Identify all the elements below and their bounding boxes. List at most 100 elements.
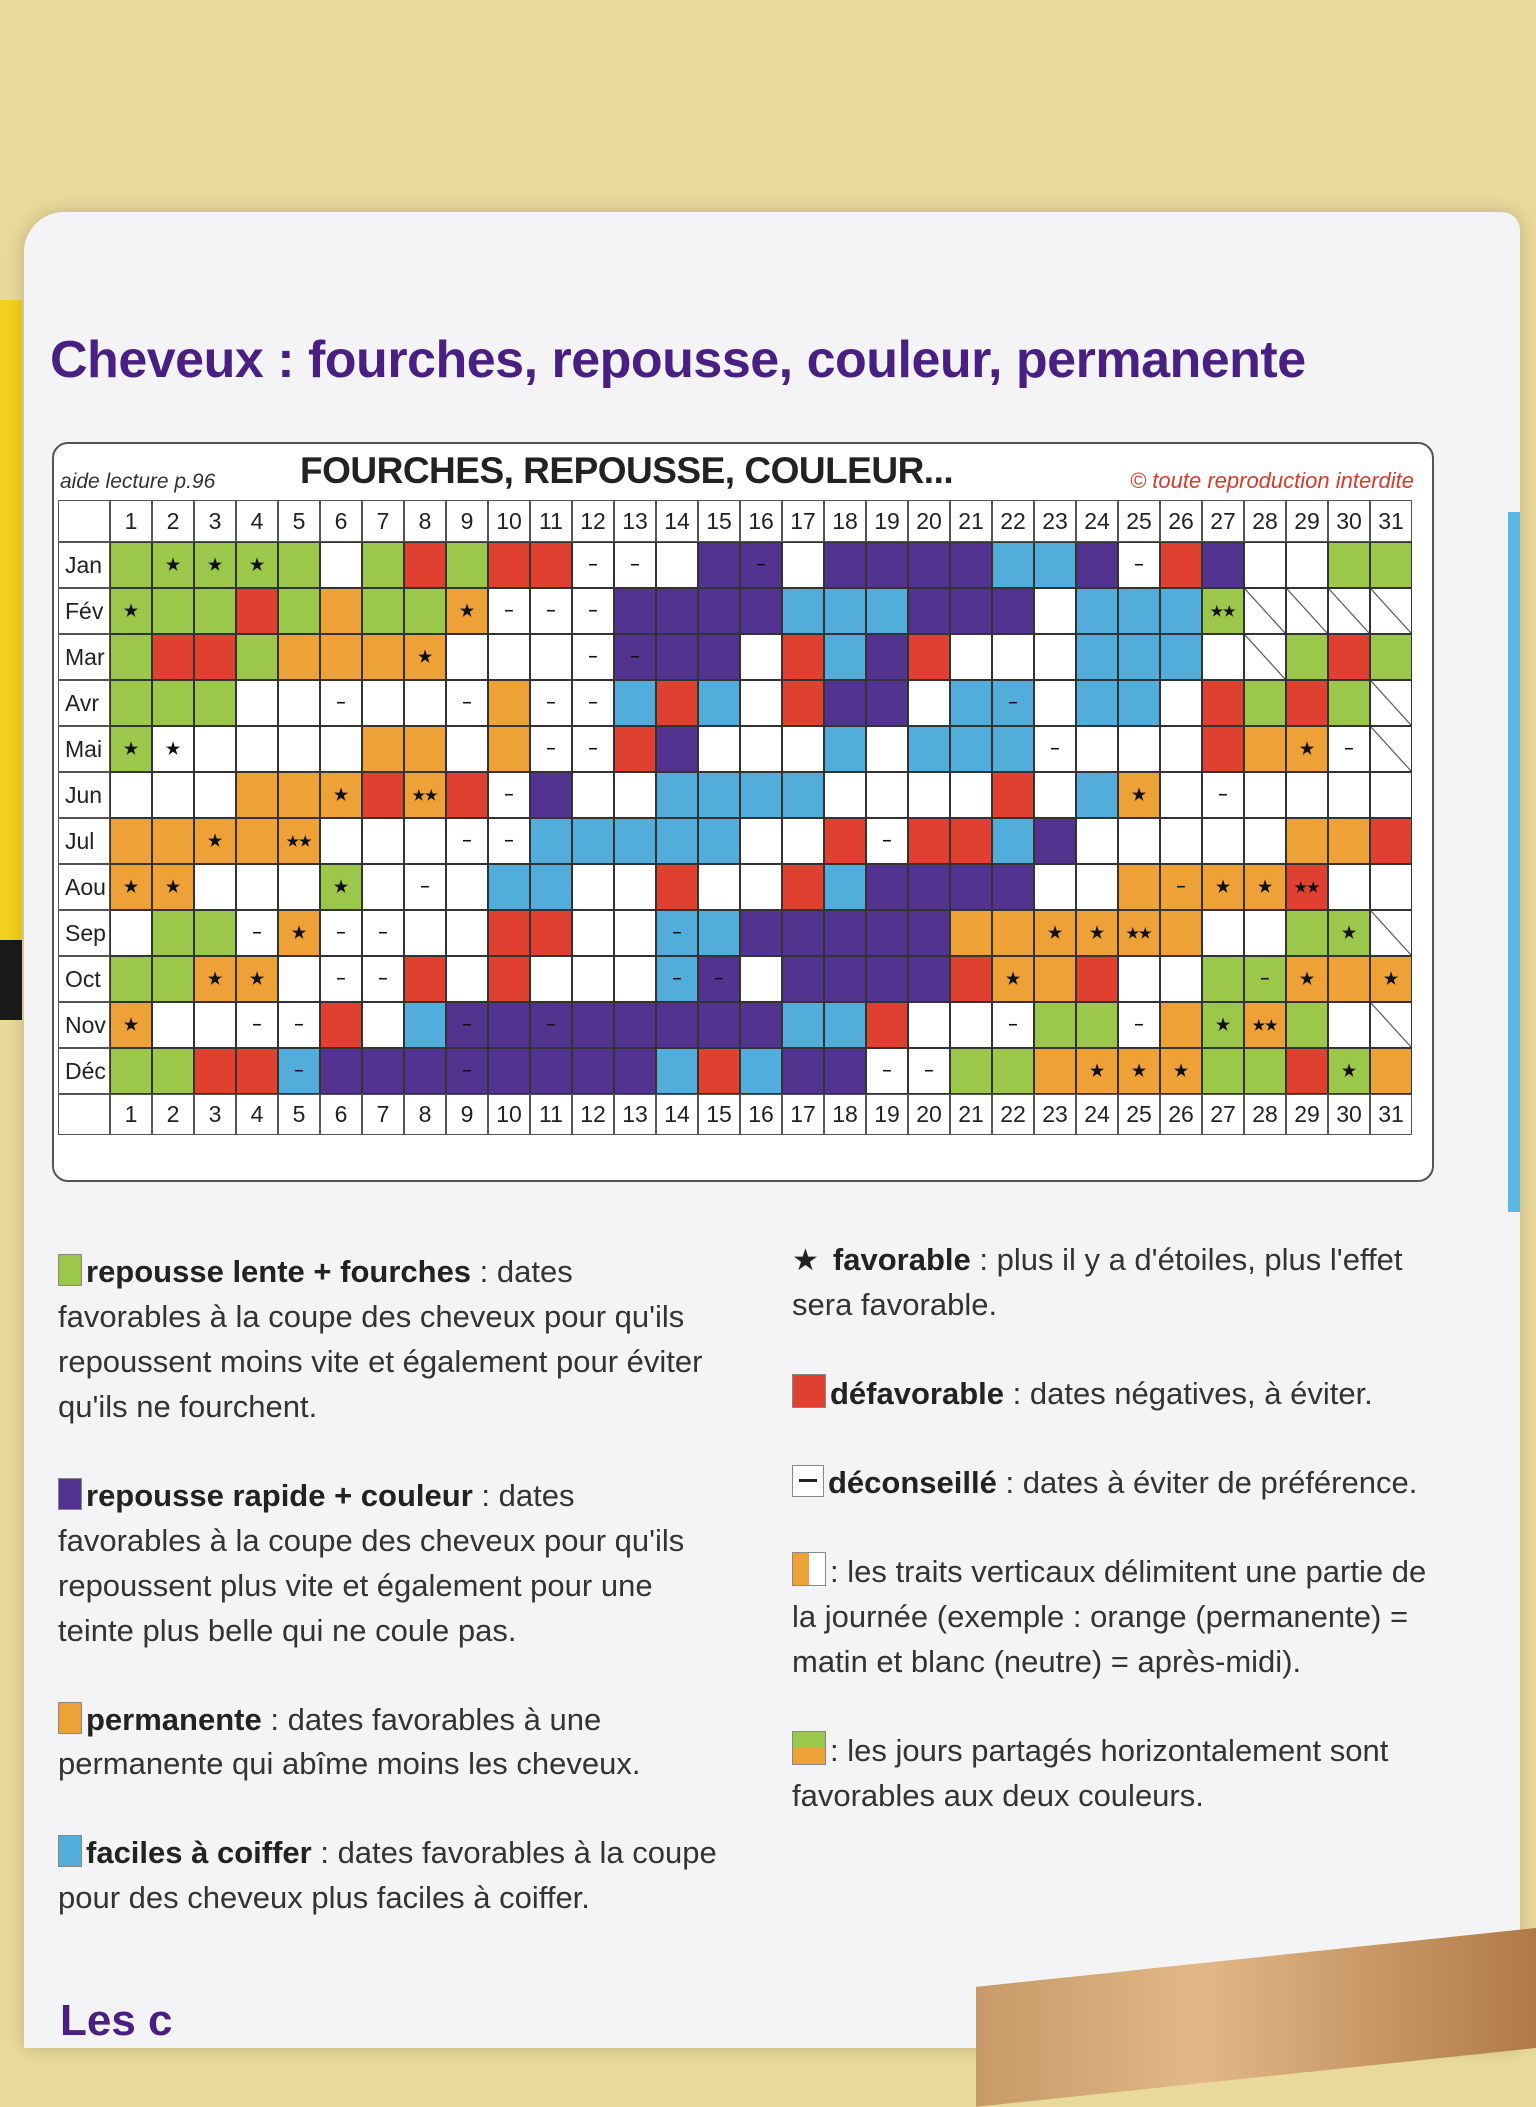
day-cell <box>1370 726 1412 772</box>
star-mark: ★★ <box>412 787 438 803</box>
dash-mark: – <box>1344 740 1354 757</box>
day-cell <box>656 634 698 680</box>
legend-title: favorable <box>832 1242 971 1277</box>
day-header-bottom: 11 <box>530 1094 572 1135</box>
day-cell <box>782 956 824 1002</box>
day-cell <box>278 588 320 634</box>
day-cell <box>236 864 278 910</box>
day-cell: ★ <box>1076 1048 1118 1094</box>
star-mark: ★ <box>165 879 181 896</box>
day-cell <box>194 910 236 956</box>
day-cell <box>152 1048 194 1094</box>
day-cell <box>1118 956 1160 1002</box>
footer-heading: Les c <box>60 1996 173 2045</box>
day-cell <box>194 1048 236 1094</box>
day-header-bottom: 2 <box>152 1094 194 1135</box>
day-cell: ★ <box>194 818 236 864</box>
day-cell <box>1034 818 1076 864</box>
day-cell <box>1034 864 1076 910</box>
day-cell <box>1328 1002 1370 1048</box>
month-label: Aou <box>58 864 110 910</box>
legend-item: déconseillé : dates à éviter de préféren… <box>792 1461 1442 1506</box>
day-cell <box>404 680 446 726</box>
day-header-top: 26 <box>1160 500 1202 542</box>
calendar-corner-bottom <box>58 1094 110 1135</box>
day-cell <box>446 956 488 1002</box>
day-cell <box>446 542 488 588</box>
day-cell: ★ <box>1202 864 1244 910</box>
day-cell <box>320 588 362 634</box>
day-cell <box>1076 726 1118 772</box>
star-mark: ★★ <box>1126 925 1152 941</box>
day-cell <box>152 772 194 818</box>
day-cell <box>698 588 740 634</box>
star-mark: ★ <box>123 741 139 758</box>
day-cell <box>110 634 152 680</box>
star-mark: ★ <box>1215 1017 1231 1034</box>
day-cell: ★ <box>1328 1048 1370 1094</box>
day-cell <box>446 910 488 956</box>
day-cell <box>614 772 656 818</box>
day-cell <box>866 1002 908 1048</box>
day-cell <box>1244 542 1286 588</box>
day-header-bottom: 12 <box>572 1094 614 1135</box>
day-header-bottom: 1 <box>110 1094 152 1135</box>
day-header-top: 16 <box>740 500 782 542</box>
legend-swatch <box>58 1477 82 1510</box>
day-cell: – <box>236 1002 278 1048</box>
legend-separator: : <box>472 1477 499 1513</box>
day-cell <box>278 864 320 910</box>
day-cell: – <box>572 542 614 588</box>
day-header-bottom: 4 <box>236 1094 278 1135</box>
day-cell <box>1202 1048 1244 1094</box>
star-mark: ★ <box>333 879 349 896</box>
day-cell <box>824 864 866 910</box>
day-cell: – <box>992 1002 1034 1048</box>
day-cell <box>656 818 698 864</box>
day-cell <box>1160 1002 1202 1048</box>
day-header-top: 14 <box>656 500 698 542</box>
day-cell <box>950 818 992 864</box>
day-cell <box>1034 634 1076 680</box>
legend-separator: : <box>830 1553 848 1589</box>
day-cell <box>1160 956 1202 1002</box>
day-cell <box>866 588 908 634</box>
day-cell <box>782 818 824 864</box>
day-cell <box>1328 818 1370 864</box>
dash-mark: – <box>378 970 388 987</box>
legend-item: repousse lente + fourches : dates favora… <box>58 1250 718 1430</box>
day-cell: – <box>446 680 488 726</box>
day-cell <box>740 588 782 634</box>
day-cell <box>152 956 194 1002</box>
day-cell <box>908 818 950 864</box>
day-cell <box>950 772 992 818</box>
day-cell <box>950 956 992 1002</box>
day-cell: – <box>404 864 446 910</box>
day-cell: ★ <box>278 910 320 956</box>
day-cell <box>1286 1048 1328 1094</box>
day-cell: ★ <box>1244 864 1286 910</box>
day-cell: – <box>446 1002 488 1048</box>
day-header-bottom: 6 <box>320 1094 362 1135</box>
day-cell <box>236 634 278 680</box>
day-cell: – <box>1034 726 1076 772</box>
day-cell: – <box>488 818 530 864</box>
day-header-bottom: 19 <box>866 1094 908 1135</box>
legend-swatch <box>58 1701 82 1734</box>
day-cell <box>446 864 488 910</box>
day-cell: ★★ <box>278 818 320 864</box>
legend-item: : les traits verticaux délimitent une pa… <box>792 1550 1442 1685</box>
day-cell <box>152 818 194 864</box>
day-cell <box>1160 680 1202 726</box>
day-cell: – <box>656 956 698 1002</box>
day-cell <box>950 864 992 910</box>
day-cell <box>1076 818 1118 864</box>
day-cell <box>656 1002 698 1048</box>
day-cell <box>824 910 866 956</box>
day-cell <box>1244 680 1286 726</box>
page-title: Cheveux : fourches, repousse, couleur, p… <box>50 331 1306 389</box>
day-cell <box>1160 542 1202 588</box>
day-cell: – <box>530 680 572 726</box>
day-cell <box>992 818 1034 864</box>
dash-mark: – <box>336 694 346 711</box>
